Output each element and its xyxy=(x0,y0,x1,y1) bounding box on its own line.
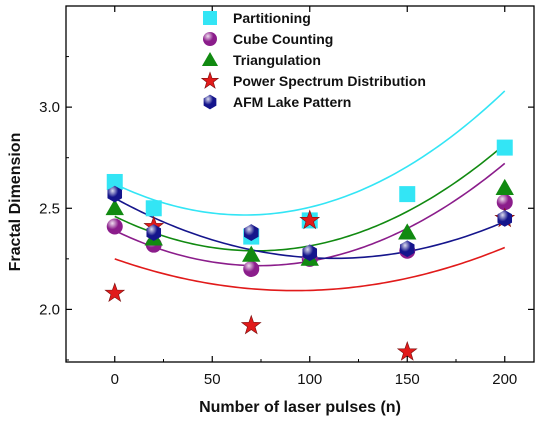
data-point xyxy=(146,224,162,241)
data-point xyxy=(242,245,261,262)
data-point xyxy=(243,260,260,277)
data-point xyxy=(240,314,262,335)
fit-curve-2 xyxy=(114,143,506,252)
data-point xyxy=(104,282,126,303)
data-point xyxy=(399,240,415,258)
x-tick-label: 50 xyxy=(204,371,221,388)
data-point xyxy=(497,209,513,227)
data-point xyxy=(398,223,417,240)
data-point xyxy=(299,209,321,230)
fit-curve-0 xyxy=(114,90,506,216)
legend-marker xyxy=(200,71,220,89)
data-point xyxy=(145,200,162,217)
x-axis-title: Number of laser pulses (n) xyxy=(199,399,401,416)
plot-frame xyxy=(65,5,535,363)
data-point xyxy=(243,224,259,241)
data-point xyxy=(496,139,513,156)
y-tick-label: 2.0 xyxy=(39,301,60,318)
data-point xyxy=(105,199,124,216)
legend-label: Power Spectrum Distribution xyxy=(233,73,426,89)
y-tick-label: 3.0 xyxy=(39,99,60,116)
data-point xyxy=(302,244,318,262)
x-tick-label: 100 xyxy=(297,371,322,388)
legend: Partitioning Cube Counting Triangulation Po… xyxy=(200,10,426,110)
legend-label: AFM Lake Pattern xyxy=(233,94,351,110)
data-point xyxy=(106,173,123,190)
legend-label: Partitioning xyxy=(233,10,311,26)
legend-marker xyxy=(203,11,217,25)
legend-marker xyxy=(203,32,217,46)
fit-curve-3 xyxy=(114,246,506,292)
x-tick-label: 150 xyxy=(395,371,420,388)
data-point xyxy=(399,186,416,203)
legend-marker xyxy=(201,51,219,67)
data-point xyxy=(496,194,513,211)
axes: 0 50 100 150 200 2.0 2.5 3.0 xyxy=(39,6,534,388)
data-point xyxy=(107,185,123,203)
legend-label: Cube Counting xyxy=(233,31,333,47)
y-axis-title: Fractal Dimension xyxy=(7,133,24,272)
x-tick-label: 200 xyxy=(492,371,517,388)
x-tick-label: 0 xyxy=(111,371,119,388)
data-point xyxy=(106,218,123,235)
y-tick-label: 2.5 xyxy=(39,200,60,217)
data-point xyxy=(396,340,418,361)
legend-label: Triangulation xyxy=(233,52,321,68)
legend-marker xyxy=(203,94,217,110)
data-point xyxy=(495,178,514,195)
data-points xyxy=(104,139,516,361)
